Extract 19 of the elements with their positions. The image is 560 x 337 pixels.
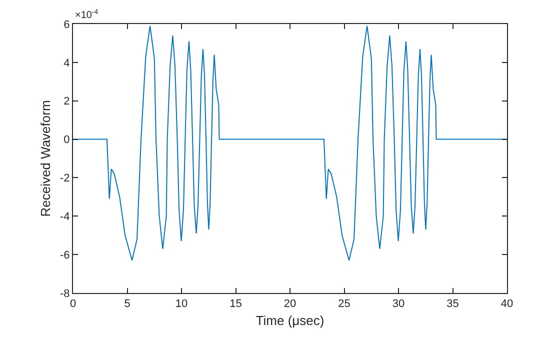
- x-tick-label: 40: [500, 298, 514, 310]
- x-tick-label: 5: [124, 298, 130, 310]
- y-tick-label: 6: [64, 18, 70, 31]
- y-tick-label: -6: [60, 249, 70, 262]
- x-tick-label: 10: [175, 298, 188, 310]
- x-axis-title: Time (μsec): [256, 312, 324, 328]
- y-tick-label: 2: [64, 96, 70, 108]
- x-tick-label: 30: [392, 298, 405, 310]
- x-tick-label: 20: [284, 298, 296, 310]
- y-tick-label: 4: [64, 57, 70, 70]
- x-tick-label: 35: [446, 298, 459, 310]
- y-tick-label: 0: [64, 134, 70, 146]
- y-tick-label: -4: [60, 210, 70, 223]
- text: ×10$^{-4}$: [75, 9, 98, 22]
- x-tick-label: 15: [230, 298, 242, 310]
- y-axis-title: Received Waveform: [38, 100, 53, 217]
- y-tick-label: -2: [60, 172, 70, 185]
- x-tick-label: 25: [338, 298, 350, 310]
- y-tick-label: -8: [60, 288, 70, 300]
